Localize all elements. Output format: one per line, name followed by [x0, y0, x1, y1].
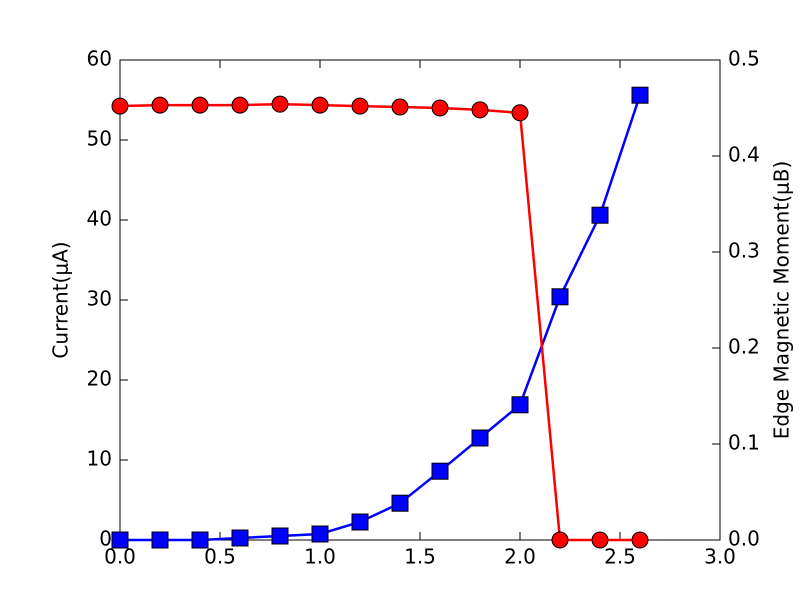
y-tick-label: 0 — [99, 527, 112, 551]
circle-marker — [231, 96, 249, 114]
square-marker — [271, 527, 289, 545]
y-tick-label: 30 — [87, 287, 112, 311]
x-tick-label: 1.5 — [404, 545, 436, 569]
square-marker — [591, 206, 609, 224]
plot-frame — [119, 59, 721, 541]
square-marker — [311, 525, 329, 543]
circle-marker — [391, 98, 409, 116]
y-tick-label: 60 — [87, 47, 112, 71]
y-tick-label: 20 — [87, 367, 112, 391]
circle-marker — [311, 96, 329, 114]
square-marker — [151, 531, 169, 549]
x-tick-label: 2.5 — [604, 545, 636, 569]
square-marker — [551, 288, 569, 306]
circle-marker — [111, 97, 129, 115]
x-tick-label: 3.0 — [704, 545, 736, 569]
y2-tick-label: 0.1 — [728, 431, 760, 455]
circle-marker — [511, 104, 529, 122]
y2-tick-label: 0.5 — [728, 47, 760, 71]
x-tick-label: 0.5 — [204, 545, 236, 569]
circle-marker — [351, 97, 369, 115]
circle-marker — [151, 96, 169, 114]
square-marker — [191, 531, 209, 549]
square-marker — [391, 494, 409, 512]
y2-tick-label: 0.0 — [728, 527, 760, 551]
circle-marker — [471, 101, 489, 119]
y-tick-label: 40 — [87, 207, 112, 231]
square-marker — [471, 429, 489, 447]
circle-marker — [631, 531, 649, 549]
x-tick-label: 2.0 — [504, 545, 536, 569]
square-marker — [631, 86, 649, 104]
y-axis-label: Current(μA) — [49, 241, 73, 358]
circle-marker — [431, 99, 449, 117]
x-tick-label: 1.0 — [304, 545, 336, 569]
square-marker — [351, 513, 369, 531]
y2-axis-label: Edge Magnetic Moment(μB) — [770, 161, 794, 439]
square-marker — [511, 396, 529, 414]
y2-tick-label: 0.2 — [728, 335, 760, 359]
y2-tick-label: 0.4 — [728, 143, 760, 167]
square-marker — [431, 462, 449, 480]
circle-marker — [591, 531, 609, 549]
y-tick-label: 50 — [87, 127, 112, 151]
circle-marker — [271, 95, 289, 113]
square-marker — [111, 531, 129, 549]
square-marker — [231, 529, 249, 547]
circle-marker — [191, 96, 209, 114]
y-tick-label: 10 — [87, 447, 112, 471]
circle-marker — [551, 531, 569, 549]
y2-tick-label: 0.3 — [728, 239, 760, 263]
